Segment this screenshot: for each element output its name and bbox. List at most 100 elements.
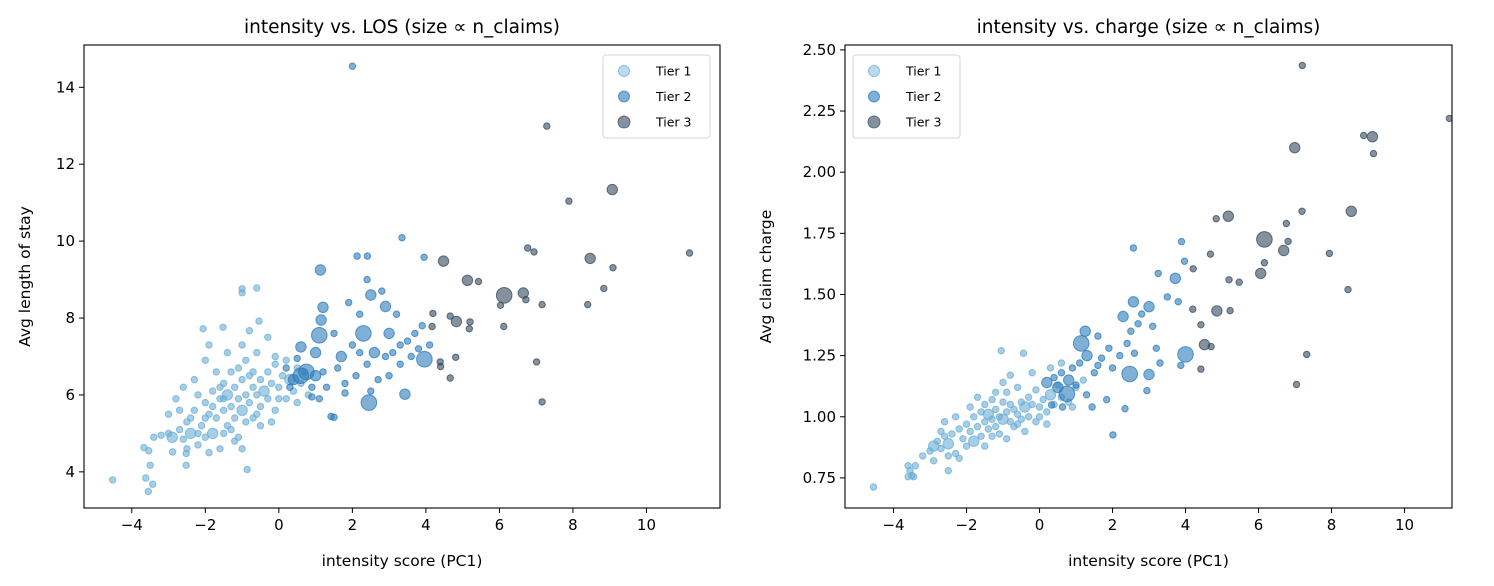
data-point-tier-3 [466,318,474,326]
data-point-tier-2 [1097,354,1106,362]
data-point-tier-2 [1149,322,1157,330]
data-point-tier-1 [937,427,945,436]
data-point-tier-2 [363,360,371,368]
data-point-tier-1 [981,442,989,450]
data-point-tier-1 [951,449,960,458]
data-point-tier-2 [1177,237,1186,246]
axes-frame [83,44,721,509]
data-point-tier-2 [365,289,377,301]
data-point-tier-1 [1013,383,1022,392]
data-point-tier-1 [1013,420,1022,428]
data-point-tier-1 [249,368,257,376]
data-point-tier-1 [278,372,287,380]
data-point-tier-1 [992,388,1000,396]
data-point-tier-1 [242,356,250,364]
data-point-tier-2 [1177,346,1194,363]
data-point-tier-2 [396,341,404,349]
data-point-tier-2 [1143,386,1151,395]
data-point-tier-2 [368,346,381,359]
data-point-tier-1 [172,395,180,403]
data-point-tier-1 [157,431,165,439]
data-point-tier-1 [209,387,217,395]
data-point-tier-3 [543,122,551,130]
data-point-tier-1 [919,452,927,460]
data-point-tier-2 [315,314,327,326]
data-point-tier-2 [385,372,393,380]
data-point-tier-1 [275,395,283,403]
data-point-tier-1 [1003,408,1011,416]
legend-marker-tier-3 [617,115,631,129]
data-point-tier-1 [205,448,213,457]
data-point-tier-3 [606,183,618,196]
data-point-tier-3 [450,315,463,328]
data-point-tier-2 [1154,269,1162,278]
data-point-tier-1 [1043,408,1051,416]
data-point-tier-1 [231,437,239,445]
data-point-tier-2 [348,62,357,70]
y-tick-label: 4 [65,463,75,481]
data-point-tier-1 [209,402,217,411]
data-point-tier-2 [414,345,423,353]
y-tick-label: 6 [65,386,75,404]
data-point-tier-2 [1156,359,1164,367]
data-point-tier-1 [944,452,952,460]
data-point-tier-2 [1129,244,1138,252]
data-point-tier-1 [933,437,941,445]
data-point-tier-1 [234,364,243,372]
data-point-tier-1 [199,325,207,333]
data-point-tier-1 [1021,427,1029,436]
legend-box [852,54,961,139]
data-point-tier-3 [532,358,541,366]
data-point-tier-2 [396,360,404,368]
x-tick-label: −4 [882,516,904,534]
data-point-tier-1 [109,476,117,484]
data-point-tier-1 [1006,418,1014,426]
x-tick-label: −2 [955,516,977,534]
data-point-tier-1 [909,473,918,481]
data-point-tier-2 [356,310,364,318]
data-point-tier-2 [1116,351,1124,360]
data-point-tier-3 [1369,149,1378,158]
data-point-tier-3 [524,244,532,252]
data-point-tier-2 [315,395,323,403]
data-point-tier-2 [411,329,419,338]
x-axis-label: intensity score (PC1) [1068,552,1229,570]
data-point-tier-2 [420,253,428,261]
axes-frame [844,44,1453,509]
y-tick-label: 1.25 [803,347,836,365]
x-tick-label: 0 [1035,516,1045,534]
data-point-tier-1 [253,284,261,292]
data-point-tier-1 [201,414,210,422]
y-tick-label: 1.75 [803,224,836,242]
data-point-tier-1 [144,487,153,496]
data-point-tier-2 [293,354,301,363]
data-point-tier-1 [164,410,173,418]
data-point-tier-1 [1079,376,1088,384]
data-point-tier-1 [264,333,272,341]
data-point-tier-3 [685,249,694,257]
data-point-tier-1 [962,420,971,428]
data-point-tier-2 [1127,327,1135,335]
data-point-tier-3 [436,362,445,371]
data-point-tier-2 [1068,364,1077,372]
data-point-tier-1 [242,391,250,399]
data-point-tier-1 [212,414,221,422]
y-tick-label: 10 [56,232,75,250]
data-point-tier-1 [231,414,239,422]
data-point-tier-1 [911,462,920,470]
data-point-tier-1 [1003,388,1011,396]
data-point-tier-2 [1052,381,1064,394]
data-point-tier-2 [360,394,378,411]
y-tick-label: 2.50 [803,41,836,59]
data-point-tier-1 [977,432,985,440]
data-point-tier-1 [149,480,157,488]
data-point-tier-1 [271,406,279,414]
data-point-tier-3 [1303,350,1311,359]
data-point-tier-1 [146,461,154,469]
data-point-tier-1 [997,347,1005,355]
data-point-tier-3 [465,325,473,333]
data-point-tier-2 [311,327,328,344]
data-point-tier-2 [1057,369,1066,377]
data-point-tier-2 [1058,385,1076,403]
legend-label: Tier 2 [655,89,691,104]
